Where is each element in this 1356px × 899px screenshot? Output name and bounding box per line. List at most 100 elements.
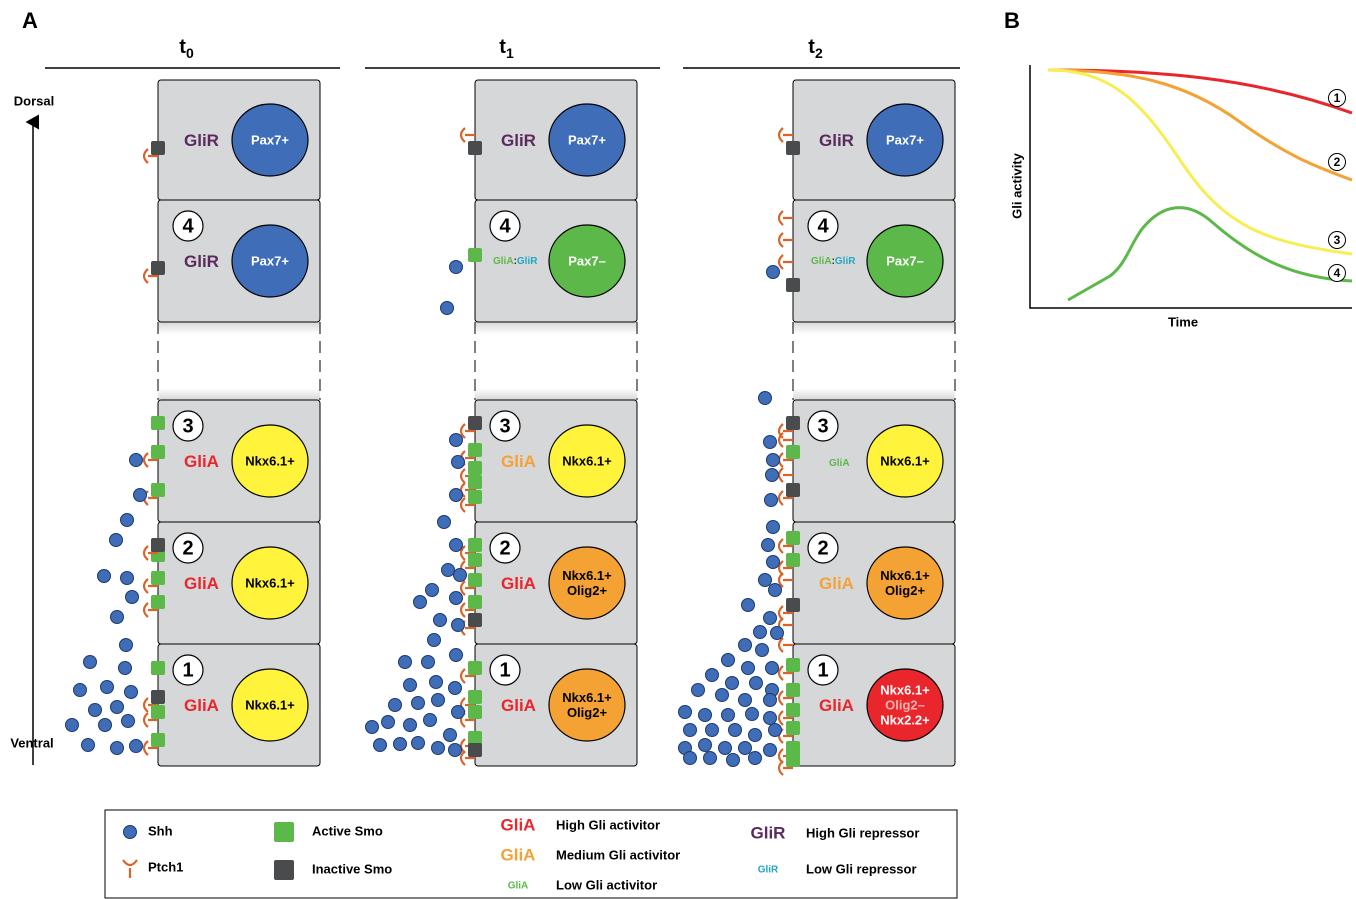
gli-part: GliA [501, 574, 536, 593]
shh [450, 649, 463, 662]
gap-top [475, 322, 637, 334]
marker-text: Nkx2.2+ [880, 712, 930, 727]
active-smo [151, 445, 165, 459]
active-smo [274, 822, 294, 842]
shh [98, 570, 111, 583]
shh [722, 709, 735, 722]
active-smo [151, 705, 165, 719]
x-axis-label: Time [1168, 314, 1198, 329]
gli-part: GliR [835, 256, 856, 267]
legend-symbol: GliA [501, 815, 536, 834]
marker-text: Nkx6.1+ [245, 575, 295, 590]
shh [404, 679, 417, 692]
marker-text: Pax7+ [886, 132, 924, 147]
gli-part: GliA [501, 452, 536, 471]
shh [767, 521, 780, 534]
page: { "panel_a": { "label": "A", "axis": {"t… [0, 0, 1356, 899]
shh [424, 714, 437, 727]
shh [706, 669, 719, 682]
shh [74, 684, 87, 697]
shh [101, 681, 114, 694]
y-axis-label: Gli activity [1009, 152, 1024, 219]
shh [452, 619, 465, 632]
shh [769, 584, 782, 597]
shh [399, 656, 412, 669]
shh [764, 436, 777, 449]
time-index: 0 [186, 45, 194, 61]
shh [767, 454, 780, 467]
active-smo [786, 703, 800, 717]
shh [432, 694, 445, 707]
ptch1 [779, 233, 793, 247]
shh [119, 662, 132, 675]
inactive-smo [786, 141, 800, 155]
shh [430, 676, 443, 689]
active-smo [468, 553, 482, 567]
shh [404, 719, 417, 732]
shh [759, 392, 772, 405]
gli-state: GliR [184, 252, 219, 271]
inactive-smo [468, 743, 482, 757]
legend-label: Shh [148, 823, 173, 838]
shh [769, 724, 782, 737]
ptch1 [779, 638, 793, 652]
ptch1 [779, 573, 793, 587]
shh [89, 704, 102, 717]
active-smo [468, 461, 482, 475]
gli-state: GliA [184, 452, 219, 471]
cell-number: 4 [817, 215, 829, 237]
active-smo [468, 595, 482, 609]
shh [684, 724, 697, 737]
active-smo [468, 690, 482, 704]
active-smo [151, 483, 165, 497]
active-smo [151, 595, 165, 609]
shh [450, 434, 463, 447]
active-smo [786, 553, 800, 567]
active-smo [786, 683, 800, 697]
active-smo [786, 753, 800, 767]
gli-state: GliR [501, 131, 536, 150]
gap-top [158, 322, 320, 334]
ventral-label: Ventral [10, 735, 53, 750]
shh [452, 706, 465, 719]
shh [750, 677, 763, 690]
active-smo [151, 416, 165, 430]
active-smo [151, 661, 165, 675]
gli-part: GliA [829, 458, 850, 469]
active-smo [786, 445, 800, 459]
curve-label: 2 [1334, 155, 1341, 169]
cell-number: 1 [499, 659, 510, 681]
active-smo [468, 248, 482, 262]
shh [450, 261, 463, 274]
active-smo [151, 733, 165, 747]
legend-label: High Gli activitor [556, 817, 660, 832]
legend-label: Low Gli activitor [556, 877, 657, 892]
inactive-smo [786, 416, 800, 430]
active-smo [786, 531, 800, 545]
shh [134, 489, 147, 502]
panel-label: B [1004, 8, 1020, 33]
time-index: 1 [506, 45, 514, 61]
inactive-smo [151, 538, 165, 552]
active-smo [468, 475, 482, 489]
active-smo [468, 731, 482, 745]
time-label: t0 [179, 36, 194, 60]
legend-label: High Gli repressor [806, 825, 919, 840]
shh [765, 494, 778, 507]
marker-text: Nkx6.1+ [562, 690, 612, 705]
gli-state: GliA [829, 458, 850, 469]
active-smo [468, 443, 482, 457]
shh [84, 656, 97, 669]
shh [764, 744, 777, 757]
shh [66, 719, 79, 732]
shh [679, 706, 692, 719]
shh [450, 539, 463, 552]
gli-part: GliA [184, 452, 219, 471]
shh [444, 729, 457, 742]
dorsal-label: Dorsal [14, 93, 54, 108]
ptch1 [779, 433, 793, 447]
shh [762, 539, 775, 552]
